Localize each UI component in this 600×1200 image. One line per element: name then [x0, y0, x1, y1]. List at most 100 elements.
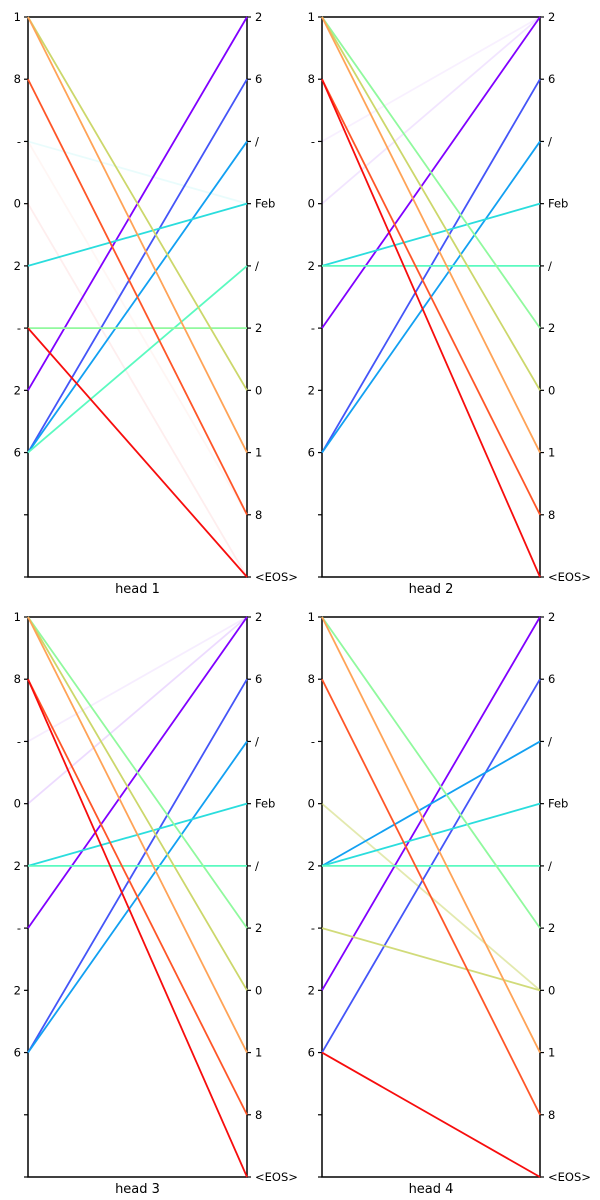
input-token-label: 1 [14, 10, 21, 24]
head-4-plot: 1 2 8 6 - / 0 Feb 2 / - 2 2 0 6 1 8 <EOS> head 4 [308, 610, 591, 1197]
output-token-label: 0 [255, 983, 262, 997]
input-token-label: 8 [308, 672, 315, 686]
input-token-label: 0 [308, 797, 315, 811]
attention-line [27, 327, 248, 578]
output-token-label: / [255, 259, 259, 273]
attention-line [321, 16, 541, 205]
input-token-label: 8 [14, 672, 21, 686]
input-token-label: - [311, 134, 315, 148]
input-token-label: - [311, 321, 315, 335]
output-token-label: 8 [548, 1108, 555, 1122]
input-token-label: 2 [14, 983, 21, 997]
attention-line [321, 16, 541, 329]
input-token-label: 0 [308, 197, 315, 211]
input-token-label: - [17, 321, 21, 335]
output-token-label: 2 [255, 321, 262, 335]
attention-line [27, 616, 248, 805]
output-token-label: Feb [255, 797, 275, 811]
head-title: head 1 [115, 582, 160, 597]
head-2-plot: 1 2 8 6 - / 0 Feb 2 / - 2 2 0 6 1 8 <EOS> head 2 [308, 10, 591, 597]
input-token-label: - [311, 734, 315, 748]
input-token-label: 8 [308, 72, 315, 86]
output-token-label: 8 [255, 508, 262, 522]
head-3-cell: 1 2 8 6 - / 0 Feb 2 / - 2 2 0 6 1 8 <EOS> head 3 [0, 600, 300, 1200]
output-token-label: 2 [255, 610, 262, 624]
head-3-plot: 1 2 8 6 - / 0 Feb 2 / - 2 2 0 6 1 8 <EOS> head 3 [14, 610, 298, 1197]
attention-line [321, 78, 541, 578]
output-token-label: 6 [548, 672, 555, 686]
output-token-label: 2 [548, 610, 555, 624]
output-token-label: 1 [548, 446, 555, 460]
input-token-label: 2 [14, 383, 21, 397]
attention-line [321, 16, 541, 453]
output-token-label: 6 [255, 672, 262, 686]
output-token-label: 6 [255, 72, 262, 86]
input-token-label: 2 [308, 259, 315, 273]
attention-line [321, 616, 541, 1053]
attention-line [27, 616, 248, 1053]
output-token-label: / [548, 734, 552, 748]
output-token-label: / [255, 734, 259, 748]
output-token-label: 2 [255, 921, 262, 935]
axes-box [321, 16, 541, 578]
input-token-label: 6 [308, 446, 315, 460]
attention-line [321, 678, 541, 1116]
input-token-label: 2 [308, 383, 315, 397]
attention-line [321, 78, 541, 516]
output-token-label: / [548, 134, 552, 148]
input-token-label: 6 [308, 1046, 315, 1060]
input-token-label: - [311, 921, 315, 935]
output-token-label: <EOS> [548, 1170, 591, 1184]
head-title: head 2 [409, 582, 454, 597]
output-token-label: <EOS> [255, 570, 298, 584]
attention-line [27, 678, 248, 1116]
attention-line [27, 616, 248, 991]
output-token-label: Feb [548, 797, 568, 811]
output-token-label: / [548, 259, 552, 273]
input-token-label: 6 [14, 1046, 21, 1060]
output-token-label: / [548, 859, 552, 873]
output-token-label: 2 [548, 921, 555, 935]
output-token-label: 0 [548, 983, 555, 997]
attention-line [27, 616, 248, 743]
head-2-cell: 1 2 8 6 - / 0 Feb 2 / - 2 2 0 6 1 8 <EOS> head 2 [300, 0, 600, 600]
attention-line [27, 78, 248, 516]
attention-line [27, 678, 248, 1178]
input-token-label: 1 [14, 610, 21, 624]
output-token-label: 0 [548, 383, 555, 397]
input-token-label: 6 [14, 446, 21, 460]
output-token-label: 0 [255, 383, 262, 397]
attention-line [27, 265, 248, 454]
input-token-label: 1 [308, 10, 315, 24]
output-token-label: <EOS> [255, 1170, 298, 1184]
attention-line [321, 616, 541, 929]
attention-line [27, 616, 248, 929]
input-token-label: - [17, 921, 21, 935]
input-token-label: 2 [14, 859, 21, 873]
input-token-label: - [17, 134, 21, 148]
output-token-label: 2 [548, 10, 555, 24]
input-token-label: 0 [14, 197, 21, 211]
head-title: head 3 [115, 1182, 160, 1197]
attention-line [27, 203, 248, 578]
input-token-label: 0 [14, 797, 21, 811]
input-token-label: - [17, 734, 21, 748]
axes-box [27, 16, 248, 578]
output-token-label: 2 [548, 321, 555, 335]
head-1-plot: 1 2 8 6 - / 0 Feb 2 / - 2 2 0 6 1 8 <EOS> head 1 [14, 10, 298, 597]
input-token-label: 8 [14, 72, 21, 86]
head-title: head 4 [409, 1182, 454, 1197]
attention-line [27, 16, 248, 453]
output-token-label: 1 [255, 446, 262, 460]
output-token-label: / [255, 134, 259, 148]
axes-box [27, 616, 248, 1178]
output-token-label: 8 [548, 508, 555, 522]
output-token-label: 1 [548, 1046, 555, 1060]
attention-line [27, 140, 248, 205]
output-token-label: <EOS> [548, 570, 591, 584]
head-1-cell: 1 2 8 6 - / 0 Feb 2 / - 2 2 0 6 1 8 <EOS> head 1 [0, 0, 300, 600]
output-token-label: Feb [255, 197, 275, 211]
output-token-label: 6 [548, 72, 555, 86]
attention-line [321, 740, 541, 867]
